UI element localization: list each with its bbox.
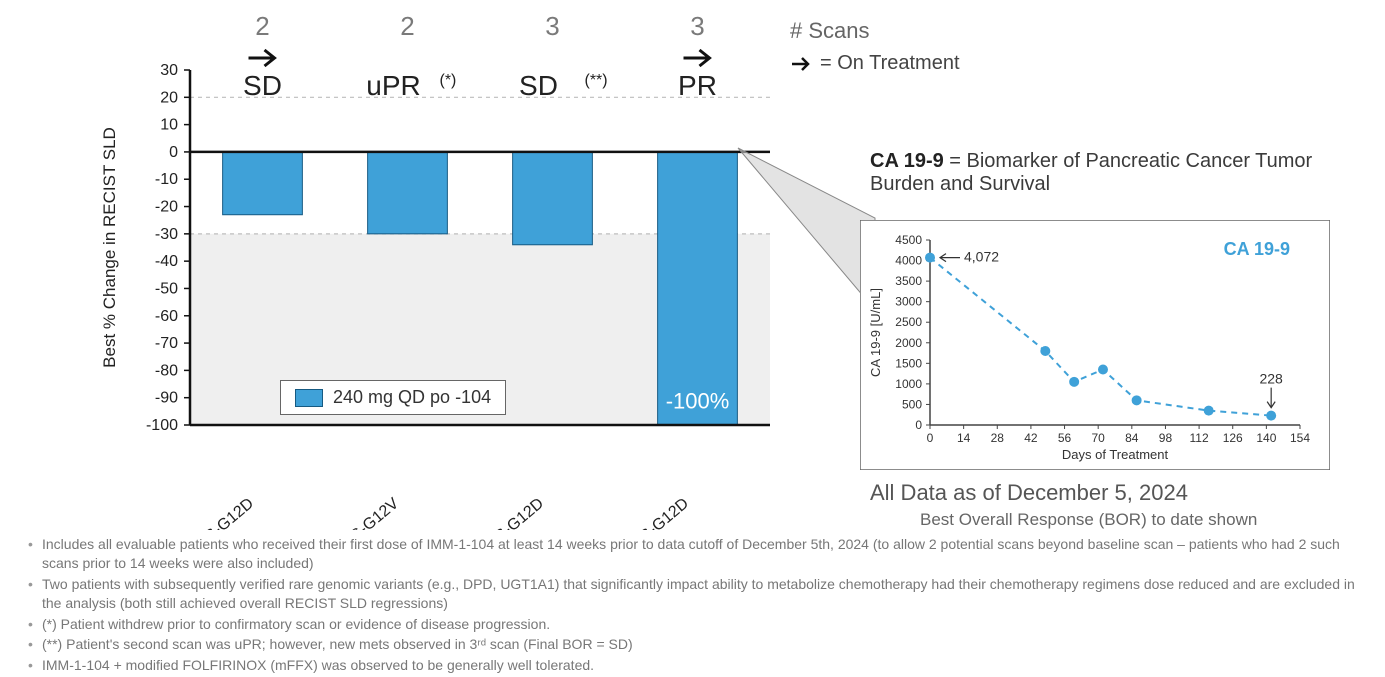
data-point [1098, 365, 1108, 375]
svg-text:28: 28 [991, 431, 1005, 445]
ca19-inset-chart: 0 500 1000 1500 2000 2500 3000 3500 4000 4500 0 14 2… [860, 220, 1330, 470]
svg-text:2: 2 [400, 11, 414, 41]
svg-text:3: 3 [690, 11, 704, 41]
svg-text:uPR: uPR [366, 70, 420, 101]
data-point [1132, 395, 1142, 405]
svg-text:0: 0 [169, 144, 178, 161]
svg-text:PR: PR [678, 70, 717, 101]
svg-text:(**): (**) [585, 72, 608, 89]
svg-text:3500: 3500 [895, 274, 922, 288]
footnote-item: Two patients with subsequently verified … [28, 575, 1375, 613]
data-point [1266, 411, 1276, 421]
footnote-item: (*) Patient withdrew prior to confirmato… [28, 615, 1375, 634]
on-treatment-text: = On Treatment [820, 52, 960, 75]
bar [368, 152, 448, 234]
bar [513, 152, 593, 245]
svg-text:-80: -80 [155, 362, 178, 379]
svg-text:0: 0 [927, 431, 934, 445]
svg-text:98: 98 [1159, 431, 1173, 445]
data-date: All Data as of December 5, 2024 [870, 480, 1188, 506]
bar [223, 152, 303, 215]
bar [658, 152, 738, 425]
svg-text:42: 42 [1024, 431, 1038, 445]
legend-swatch [295, 389, 323, 407]
footnote-item: Includes all evaluable patients who rece… [28, 535, 1375, 573]
svg-text:CA 19-9 [U/mL]: CA 19-9 [U/mL] [868, 288, 883, 377]
svg-text:30: 30 [160, 62, 178, 79]
svg-text:CA 19-9: CA 19-9 [1224, 239, 1290, 259]
svg-text:4500: 4500 [895, 233, 922, 247]
svg-text:Days of Treatment: Days of Treatment [1062, 447, 1169, 462]
legend-label: 240 mg QD po -104 [333, 387, 491, 408]
svg-text:3000: 3000 [895, 295, 922, 309]
svg-text:140: 140 [1256, 431, 1276, 445]
svg-text:4000: 4000 [895, 254, 922, 268]
svg-text:2: 2 [255, 11, 269, 41]
svg-text:126: 126 [1223, 431, 1243, 445]
svg-text:-40: -40 [155, 253, 178, 270]
svg-text:2500: 2500 [895, 315, 922, 329]
footnotes: Includes all evaluable patients who rece… [28, 535, 1375, 677]
svg-text:112: 112 [1190, 431, 1209, 445]
svg-text:14: 14 [957, 431, 971, 445]
data-point [925, 253, 935, 263]
svg-text:-100%: -100% [666, 389, 730, 414]
footnote-item: IMM-1-104 + modified FOLFIRINOX (mFFX) w… [28, 656, 1375, 675]
svg-text:-50: -50 [155, 280, 178, 297]
svg-text:SD: SD [243, 70, 282, 101]
svg-text:-70: -70 [155, 335, 178, 352]
data-point [1040, 346, 1050, 356]
svg-text:84: 84 [1125, 431, 1139, 445]
svg-text:-90: -90 [155, 390, 178, 407]
svg-text:228: 228 [1259, 371, 1283, 387]
svg-text:3: 3 [545, 11, 559, 41]
svg-text:KRAS-G12D: KRAS-G12D [467, 495, 547, 530]
legend: 240 mg QD po -104 [280, 380, 506, 415]
data-point [1204, 406, 1214, 416]
svg-text:4,072: 4,072 [964, 249, 999, 265]
on-treatment-legend: = On Treatment [790, 52, 960, 75]
svg-text:70: 70 [1092, 431, 1106, 445]
footnote-item: (**) Patient's second scan was uPR; howe… [28, 635, 1375, 654]
svg-text:-100: -100 [146, 417, 178, 434]
svg-text:154: 154 [1290, 431, 1310, 445]
svg-text:2000: 2000 [895, 336, 922, 350]
bor-caption: Best Overall Response (BOR) to date show… [920, 510, 1257, 530]
svg-text:-10: -10 [155, 171, 178, 188]
svg-text:10: 10 [160, 117, 178, 134]
svg-text:500: 500 [902, 397, 922, 411]
svg-text:-30: -30 [155, 226, 178, 243]
svg-text:0: 0 [915, 418, 922, 432]
scans-header: # Scans [790, 18, 870, 44]
svg-text:-20: -20 [155, 199, 178, 216]
svg-text:56: 56 [1058, 431, 1072, 445]
svg-text:KRAS-G12D: KRAS-G12D [177, 495, 257, 530]
svg-text:-60: -60 [155, 308, 178, 325]
svg-text:KRAS-G12D: KRAS-G12D [612, 495, 692, 530]
svg-text:KRAS-G12V: KRAS-G12V [322, 495, 402, 530]
data-point [1069, 377, 1079, 387]
svg-text:1000: 1000 [895, 377, 922, 391]
svg-text:SD: SD [519, 70, 558, 101]
svg-text:(*): (*) [440, 72, 457, 89]
svg-text:1500: 1500 [895, 356, 922, 370]
svg-text:20: 20 [160, 89, 178, 106]
ca19-description: CA 19-9 = Biomarker of Pancreatic Cancer… [870, 150, 1340, 196]
svg-text:Best % Change in RECIST SLD: Best % Change in RECIST SLD [100, 127, 119, 368]
